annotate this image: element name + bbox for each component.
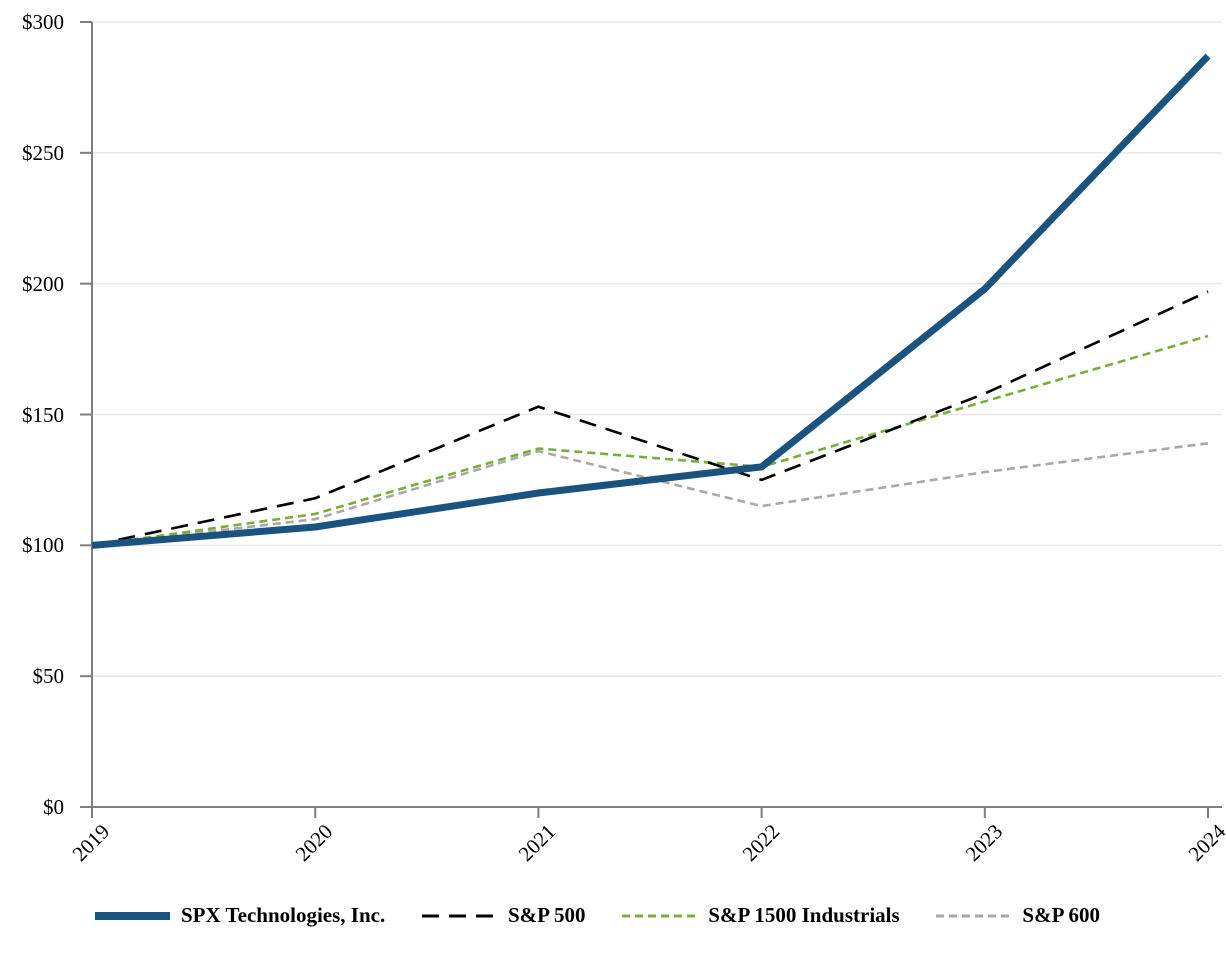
- legend-swatch-spx-technologies-inc: [95, 911, 170, 920]
- legend-item-spx-technologies-inc: SPX Technologies, Inc.: [95, 903, 385, 928]
- series-line-s-p-1500-industrials: [91, 334, 1209, 547]
- series-line-spx-technologies-inc: [91, 53, 1211, 549]
- y-tick-label: $300: [22, 10, 64, 34]
- y-tick-label: $200: [22, 271, 64, 296]
- y-tick-label: $0: [43, 795, 64, 819]
- legend-label: S&P 1500 Industrials: [708, 903, 900, 927]
- y-tick-label: $50: [32, 664, 65, 689]
- legend-item-s-p-1500-industrials: S&P 1500 Industrials: [622, 903, 900, 928]
- series-line-s-p-500: [91, 290, 1209, 547]
- legend-swatch-s-p-500: [421, 914, 497, 917]
- legend: SPX Technologies, Inc. S&P 500 S&P 1500 In…: [95, 903, 1100, 928]
- y-tick-label: $250: [22, 140, 64, 165]
- legend-item-s-p-500: S&P 500: [421, 903, 586, 928]
- legend-label: S&P 600: [1022, 903, 1100, 927]
- legend-swatch-s-p-600: [936, 914, 1012, 917]
- y-tick-label: $150: [22, 402, 64, 427]
- y-tick-label: $100: [22, 533, 64, 558]
- legend-label: SPX Technologies, Inc.: [181, 903, 386, 927]
- legend-label: S&P 500: [507, 903, 586, 927]
- legend-swatch-s-p-1500-industrials: [622, 914, 698, 917]
- legend-item-s-p-600: S&P 600: [936, 903, 1100, 928]
